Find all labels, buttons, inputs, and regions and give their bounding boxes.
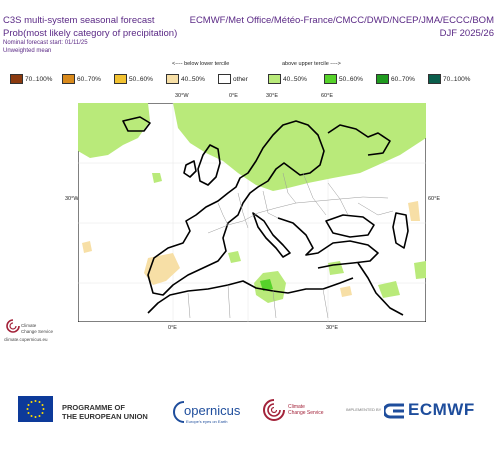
above-tercile-regions (78, 103, 426, 303)
top-tick-0e: 0°E (229, 93, 238, 99)
title-right: ECMWF/Met Office/Météo-France/CMCC/DWD/N… (189, 15, 494, 26)
programme-line1: PROGRAMME OF (62, 403, 125, 412)
legend-swatch (324, 74, 337, 84)
above-tercile-label: above upper tercile ----> (282, 61, 341, 67)
left-tick: 30°W (65, 196, 79, 202)
copernicus-logo: opernicus Europe's eyes on Earth (172, 398, 242, 433)
forecast-start: Nominal forecast start: 01/11/25 (3, 40, 88, 46)
programme-line2: THE EUROPEAN UNION (62, 412, 148, 421)
legend-label: 60..70% (391, 75, 415, 83)
side-logo-url: climate.copernicus.eu (4, 337, 48, 342)
legend-item: other (218, 74, 248, 84)
ecmwf-wordmark: ECMWF (408, 400, 475, 419)
right-tick: 60°E (428, 196, 440, 202)
precipitation-probability-map (78, 103, 426, 322)
legend-label: other (233, 75, 248, 83)
implemented-by-text: IMPLEMENTED BY (346, 407, 382, 412)
legend-swatch (114, 74, 127, 84)
above-tercile-50-60-region (260, 279, 273, 291)
legend-swatch (62, 74, 75, 84)
legend-item: 40..50% (268, 74, 307, 84)
cs-footer-line1: Climate (288, 404, 305, 410)
subtitle-right: DJF 2025/26 (439, 28, 494, 39)
climate-change-service-small-icon (6, 319, 20, 333)
legend-item: 70..100% (10, 74, 52, 84)
legend-item: 40..50% (166, 74, 205, 84)
eu-flag-icon (18, 396, 53, 422)
title-left: C3S multi-system seasonal forecast (3, 15, 155, 26)
legend-swatch (218, 74, 231, 84)
coastlines (122, 116, 409, 316)
legend-item: 70..100% (428, 74, 470, 84)
bottom-tick-30e: 30°E (326, 325, 338, 331)
legend-item: 50..60% (324, 74, 363, 84)
side-logo-line2: Change Service (21, 329, 54, 334)
climate-change-service-icon (263, 399, 285, 421)
legend-swatch (268, 74, 281, 84)
legend-swatch (10, 74, 23, 84)
legend-item: 50..60% (114, 74, 153, 84)
legend-swatch (376, 74, 389, 84)
cs-footer-line2: Change Service (288, 410, 324, 416)
subtitle-left: Prob(most likely category of precipitati… (3, 28, 178, 39)
ecmwf-icon (384, 403, 404, 419)
mean-type: Unweighted mean (3, 48, 52, 54)
top-tick-60e: 60°E (321, 93, 333, 99)
legend-label: 60..70% (77, 75, 101, 83)
country-borders (187, 172, 394, 319)
copernicus-wordmark: opernicus (184, 403, 241, 418)
legend-item: 60..70% (376, 74, 415, 84)
top-tick-30e: 30°E (266, 93, 278, 99)
legend-label: 50..60% (129, 75, 153, 83)
side-logo-line1: Climate (21, 323, 37, 328)
climate-change-service-logo: Climate Change Service (262, 398, 324, 427)
legend-label: 70..100% (25, 75, 53, 83)
legend-item: 60..70% (62, 74, 101, 84)
legend-swatch (428, 74, 441, 84)
legend-label: 40..50% (283, 75, 307, 83)
legend-swatch (166, 74, 179, 84)
legend-label: 70..100% (443, 75, 471, 83)
legend-label: 50..60% (339, 75, 363, 83)
eu-programme-text: PROGRAMME OF THE EUROPEAN UNION (62, 403, 148, 421)
copernicus-tagline: Europe's eyes on Earth (186, 419, 228, 424)
below-tercile-label: <---- below lower tercile (172, 61, 230, 67)
legend-label: 40..50% (181, 75, 205, 83)
bottom-tick-0e: 0°E (168, 325, 177, 331)
top-tick-30w: 30°W (175, 93, 189, 99)
